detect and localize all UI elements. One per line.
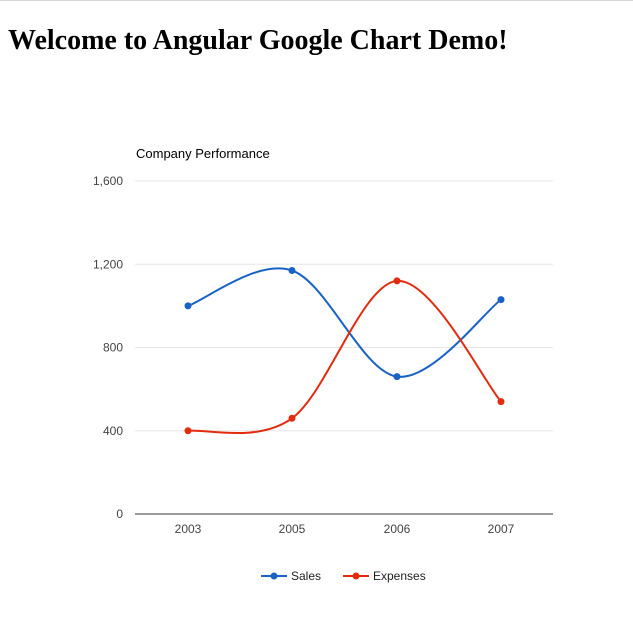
data-point-sales[interactable]	[288, 266, 296, 274]
gridlines	[135, 180, 553, 515]
y-tick-label: 400	[103, 424, 123, 438]
data-point-expenses[interactable]	[184, 427, 192, 435]
legend-label-expenses[interactable]: Expenses	[373, 569, 426, 583]
legend-label-sales[interactable]: Sales	[291, 569, 321, 583]
y-tick-label: 1,200	[93, 257, 123, 271]
data-point-expenses[interactable]	[393, 277, 401, 285]
x-tick-label: 2007	[488, 522, 515, 536]
chart-title: Company Performance	[136, 146, 270, 161]
x-axis-ticks: 2003 2005 2006 2007	[175, 522, 515, 536]
y-axis-ticks: 0 400 800 1,200 1,600	[93, 174, 123, 521]
x-tick-label: 2005	[279, 522, 306, 536]
data-point-sales[interactable]	[393, 373, 401, 381]
series-line-sales	[187, 267, 502, 378]
series-layer	[184, 266, 505, 435]
series-line-expenses	[187, 279, 502, 435]
data-point-expenses[interactable]	[497, 398, 505, 406]
legend-marker-expenses	[352, 572, 360, 580]
y-tick-label: 800	[103, 341, 123, 355]
page-title: Welcome to Angular Google Chart Demo!	[8, 25, 508, 56]
data-point-sales[interactable]	[497, 296, 505, 304]
legend: Sales Expenses	[261, 569, 426, 583]
x-tick-label: 2006	[384, 522, 411, 536]
data-point-sales[interactable]	[184, 302, 192, 310]
y-tick-label: 1,600	[93, 174, 123, 188]
legend-marker-sales	[270, 572, 278, 580]
data-point-expenses[interactable]	[288, 414, 296, 422]
x-tick-label: 2003	[175, 522, 202, 536]
y-tick-label: 0	[116, 507, 123, 521]
